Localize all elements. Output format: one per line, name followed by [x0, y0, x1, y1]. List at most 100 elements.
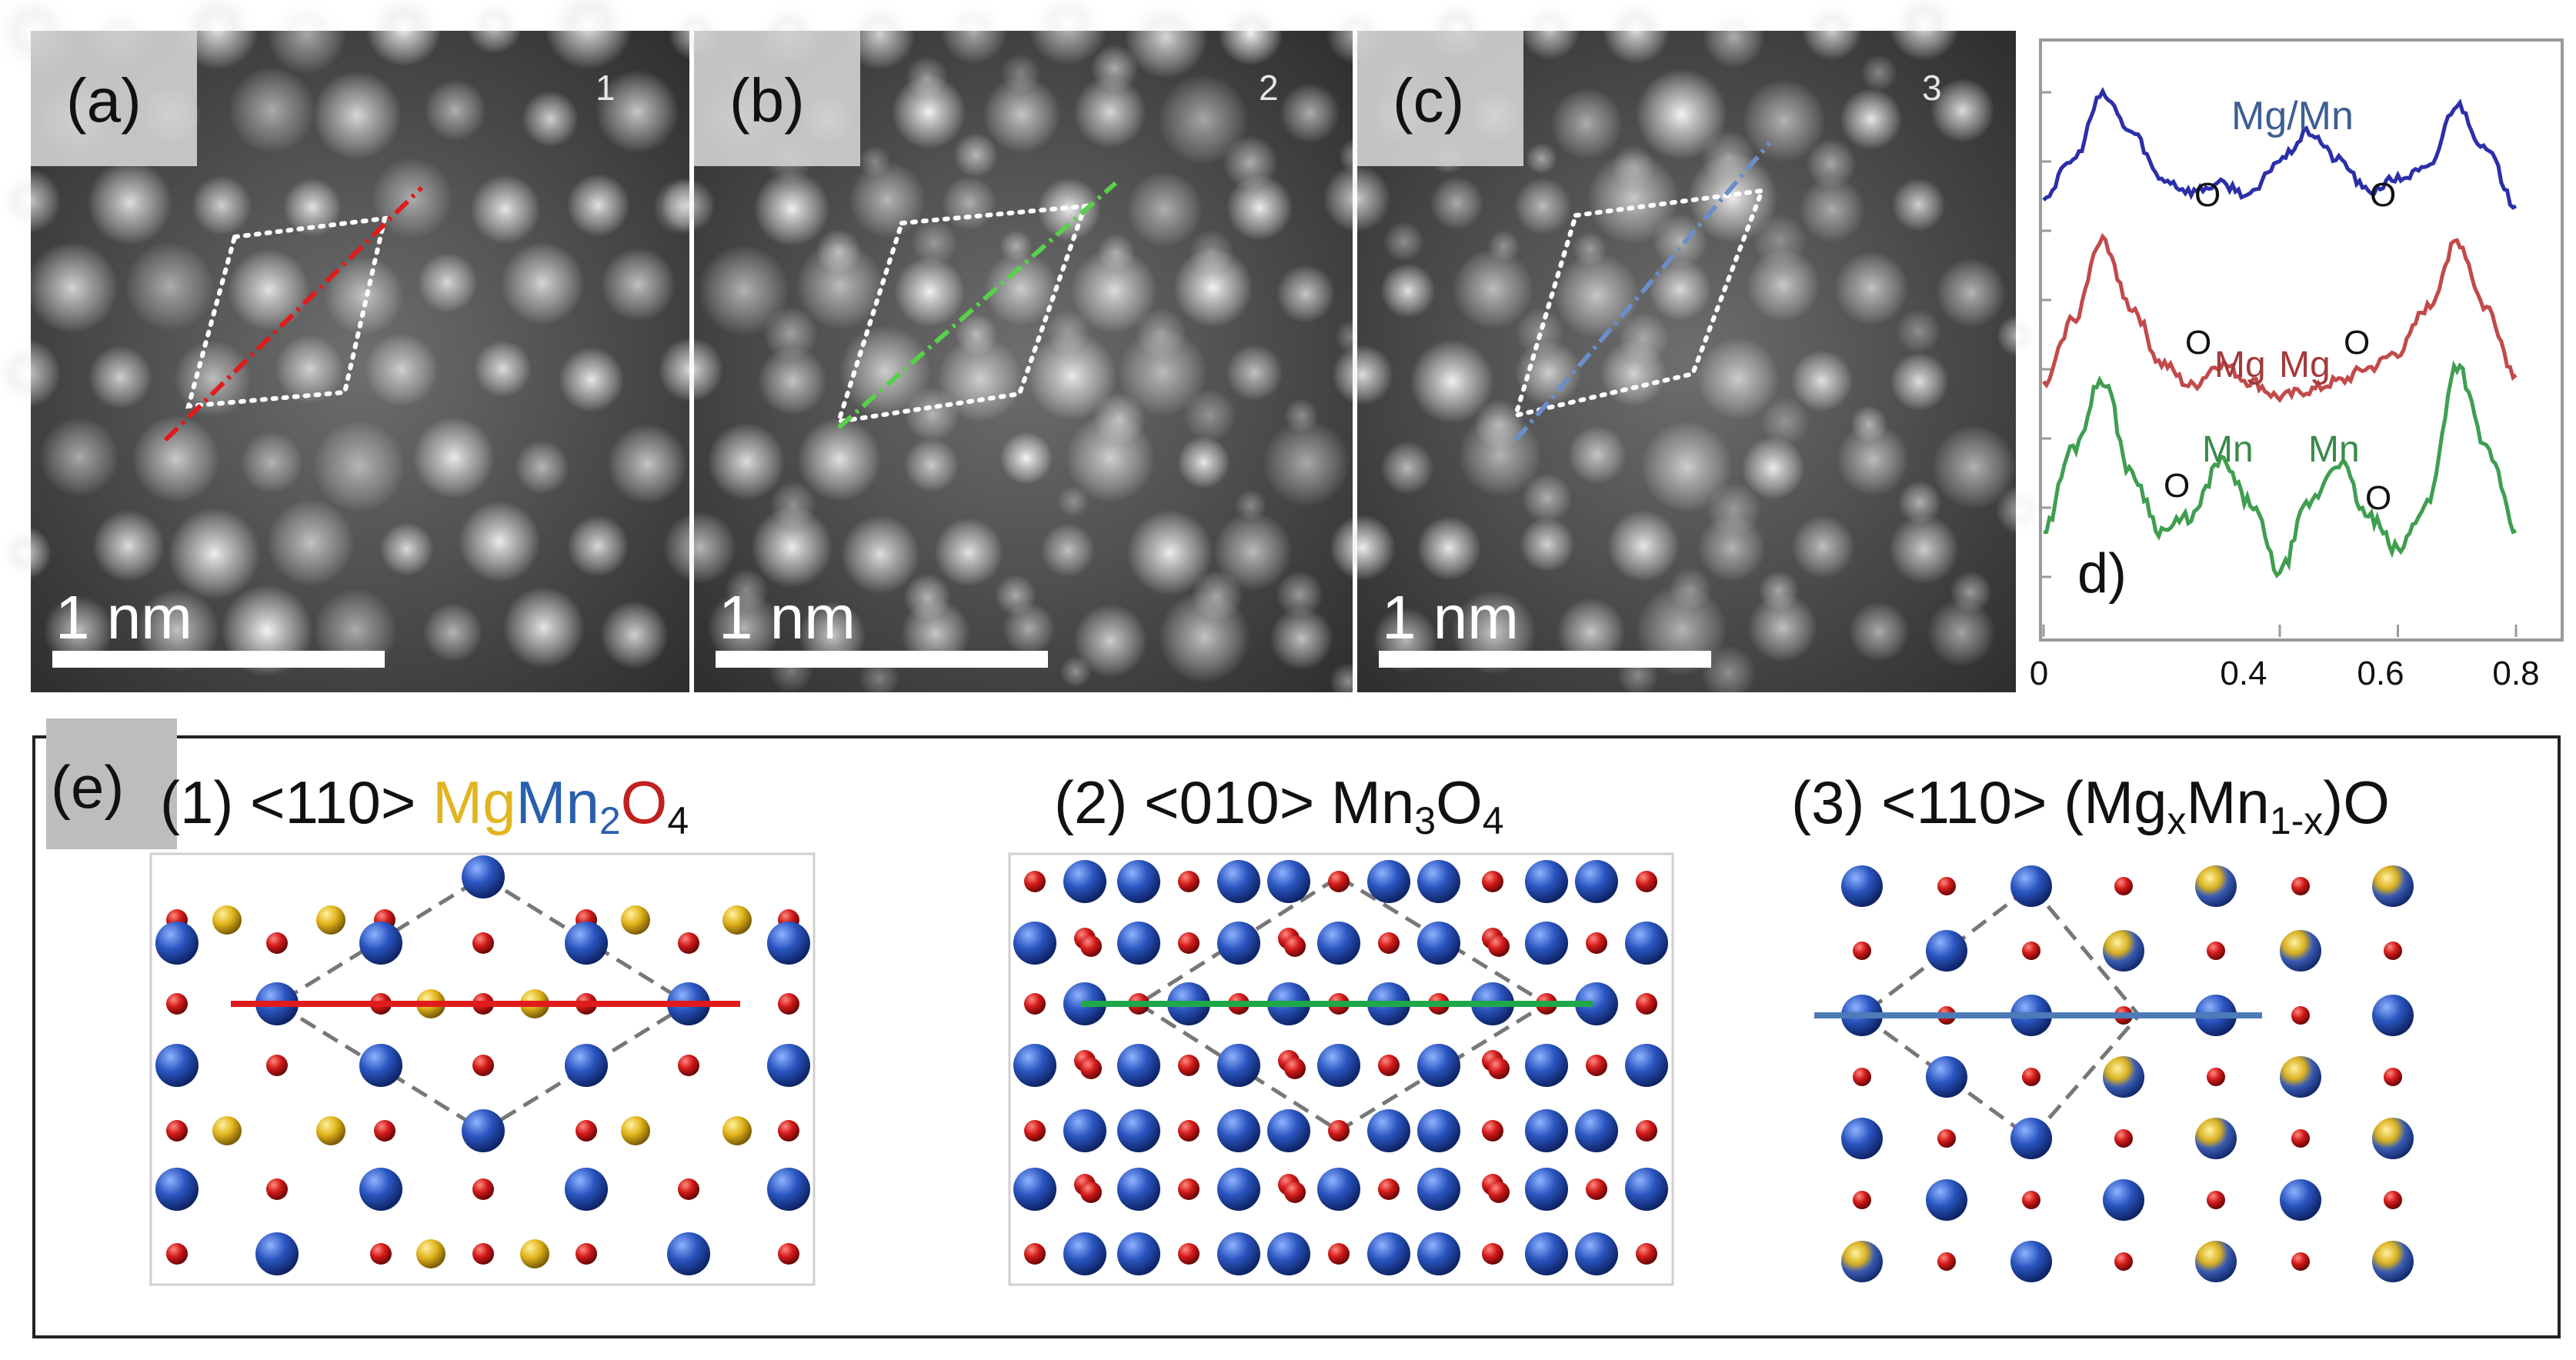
line-profile-panel: Mg/Mn O O O Mg Mg O Mn Mn O O d) 0 0.4 0…	[2030, 38, 2564, 692]
atomic-column	[1790, 350, 1854, 412]
unit-cell-outline	[1858, 883, 2142, 1142]
atom-mn	[1525, 1044, 1568, 1087]
atomic-column	[559, 346, 625, 412]
scale-bar-label: 1 nm	[719, 583, 856, 652]
atomic-column	[1834, 251, 1909, 325]
atom-o	[778, 1243, 799, 1265]
atom-mg	[416, 1239, 445, 1268]
atom-mg	[722, 905, 752, 935]
model-1	[149, 852, 816, 1286]
atom-mn	[462, 855, 505, 898]
atomic-column	[1687, 152, 1778, 243]
atom-o	[166, 1243, 188, 1265]
atom-o	[2207, 942, 2225, 960]
atom-o	[2022, 942, 2040, 960]
atomic-column	[1177, 435, 1230, 489]
x-tick-08: 0.8	[2492, 655, 2539, 692]
atom-mn	[1525, 1232, 1568, 1275]
atomic-column	[1071, 247, 1157, 334]
atom-mix	[2372, 1118, 2414, 1159]
atomic-column	[1697, 514, 1766, 582]
atom-o	[1937, 1252, 1956, 1271]
atom-mn	[1367, 860, 1410, 903]
atomic-column	[92, 509, 165, 582]
atom-mix	[2280, 930, 2321, 972]
atomic-column-minor	[911, 219, 958, 266]
model-2	[1008, 852, 1674, 1286]
atom-mn	[462, 1109, 505, 1152]
atomic-column	[841, 515, 920, 594]
atomic-column	[364, 332, 439, 407]
atom-mix	[2372, 1241, 2414, 1282]
atom-o	[472, 1055, 494, 1076]
atom-mn	[255, 1232, 299, 1275]
atom-o	[1482, 871, 1503, 892]
atomic-column	[1936, 258, 2006, 328]
atomic-column	[1073, 604, 1148, 678]
atomic-column-minor	[1897, 481, 1942, 525]
atom-o	[1937, 877, 1956, 895]
atom-mg	[520, 1239, 549, 1268]
atomic-column	[707, 422, 786, 501]
atom-mn	[1267, 1232, 1310, 1275]
atom-mn	[1217, 1232, 1260, 1275]
x-tick-06: 0.6	[2357, 655, 2404, 692]
atomic-column	[229, 66, 316, 154]
atom-mn	[565, 1044, 608, 1087]
atom-o	[2022, 1068, 2040, 1086]
atomic-column-minor	[763, 306, 819, 362]
atom-mn	[155, 1168, 199, 1211]
atomic-column	[1889, 514, 1960, 585]
atom-mn	[565, 1168, 608, 1211]
atom-mn	[1117, 1232, 1160, 1275]
atom-o	[1178, 1243, 1200, 1265]
atom-o	[1482, 1120, 1503, 1142]
atomic-column	[1329, 514, 1396, 581]
atomic-column	[502, 586, 585, 668]
atom-mix	[2195, 865, 2237, 907]
atomic-column	[365, 0, 442, 67]
atom-o	[1636, 993, 1657, 1015]
atom-o	[1636, 1243, 1657, 1265]
atomic-column	[1520, 516, 1575, 572]
atomic-column	[522, 90, 579, 148]
panel-label-box	[1357, 31, 1523, 166]
atom-o	[374, 1120, 395, 1142]
atom-o	[2384, 1191, 2402, 1209]
atomic-column	[501, 242, 585, 325]
atomic-column-minor	[1526, 142, 1557, 175]
atomic-column	[1888, 0, 1960, 61]
atomic-column	[424, 79, 486, 142]
atomic-column	[1891, 178, 1946, 232]
atom-o	[1586, 1055, 1607, 1076]
atomic-column	[132, 415, 220, 503]
atom-o	[1636, 1120, 1657, 1142]
atom-o	[1488, 1182, 1510, 1203]
atom-o	[2384, 942, 2402, 960]
atom-mix	[2103, 930, 2144, 972]
atomic-column-minor	[1522, 473, 1573, 524]
atomic-column	[192, 175, 252, 235]
label-o-green-right: O	[2365, 479, 2391, 517]
atomic-column	[1702, 5, 1765, 68]
atom-o	[1482, 1243, 1503, 1265]
atomic-column-minor	[1997, 315, 2039, 357]
atom-o	[1636, 871, 1657, 892]
atomic-column	[1028, 332, 1117, 421]
profile-series-blue	[2042, 86, 2518, 210]
atom-mn	[1063, 860, 1106, 903]
atomic-column	[1801, 0, 1863, 61]
atom-mix	[2372, 865, 2414, 907]
atom-o	[166, 993, 188, 1015]
atom-mn	[1575, 860, 1618, 903]
atom-mn	[767, 1168, 810, 1211]
atomic-column	[1641, 421, 1733, 513]
atom-mn	[359, 1168, 402, 1211]
atom-mn	[2103, 1179, 2144, 1221]
panel-label-d: d)	[2077, 543, 2127, 605]
scale-bar-label: 1 nm	[55, 583, 192, 652]
structure-models-panel: (e) (1) <110> MgMn2O4 (2) <010> Mn3O4 (3…	[32, 718, 2561, 1338]
label-o-blue-right: O	[2370, 176, 2396, 214]
atomic-column	[372, 157, 453, 239]
stem-panel-2: (b) 2 1 nm	[658, 0, 1375, 701]
